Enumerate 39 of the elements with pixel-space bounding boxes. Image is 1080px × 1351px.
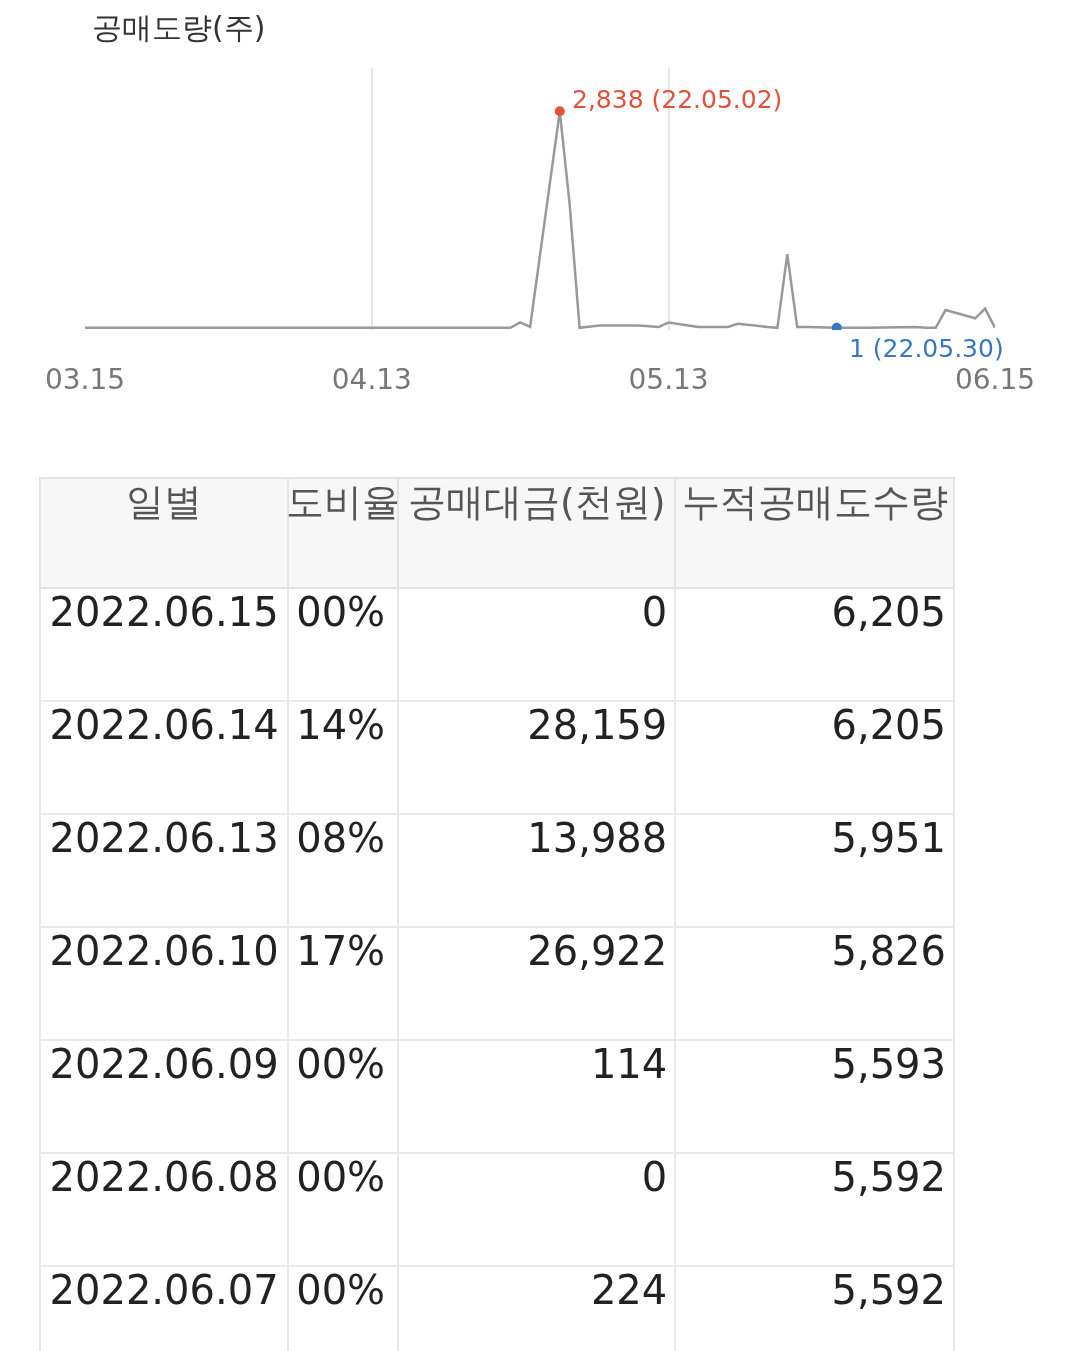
text: 5,951	[831, 815, 946, 861]
category-label: 일별	[126, 479, 203, 524]
text: 0	[641, 589, 668, 635]
text: 0	[641, 1154, 668, 1200]
annotation: 1 (22.05.30)	[849, 334, 1004, 363]
annotation: 2,838 (22.05.02)	[572, 85, 783, 114]
text: 00%	[296, 1041, 386, 1087]
category-label: 도비율	[286, 479, 401, 524]
text: 5,593	[831, 1041, 946, 1087]
text: 5,826	[831, 928, 946, 974]
text: 2022.06.13	[49, 815, 279, 861]
text: 14%	[296, 702, 386, 748]
text: 5,592	[831, 1154, 946, 1200]
text: 2022.06.15	[49, 589, 279, 635]
text: 224	[590, 1267, 668, 1313]
text: 114	[590, 1041, 668, 1087]
text: 2022.06.07	[49, 1267, 279, 1313]
text: 2022.06.09	[49, 1041, 279, 1087]
text: 28,159	[527, 702, 668, 748]
text: 00%	[296, 1267, 386, 1313]
x-tick-label: 04.13	[331, 363, 412, 396]
category-label: 누적공매도수량	[681, 479, 948, 524]
text: 08%	[296, 815, 386, 861]
text: 13,988	[527, 815, 668, 861]
text: 00%	[296, 1154, 386, 1200]
text: 26,922	[527, 928, 668, 974]
x-tick-label: 05.13	[628, 363, 709, 396]
chart-title: 공매도량(주)	[92, 10, 266, 45]
text: 2022.06.14	[49, 702, 279, 748]
text: 6,205	[831, 589, 946, 635]
category-label: 공매대금(천원)	[407, 479, 666, 524]
text: 5,592	[831, 1267, 946, 1313]
text: 17%	[296, 928, 386, 974]
text: 00%	[296, 589, 386, 635]
text: 6,205	[831, 702, 946, 748]
x-tick-label: 06.15	[954, 363, 1036, 396]
text: 2022.06.10	[49, 928, 279, 974]
x-tick-label: 03.15	[44, 363, 126, 396]
text: 2022.06.08	[49, 1154, 279, 1200]
